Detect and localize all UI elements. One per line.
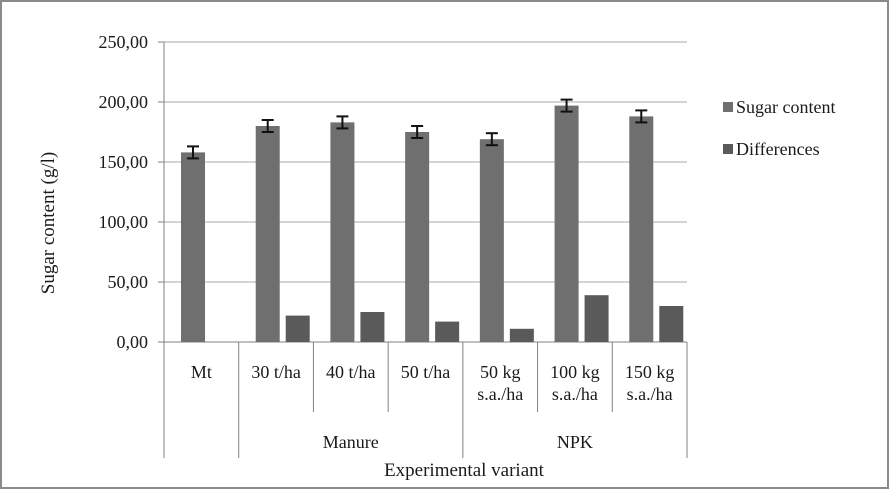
x-category-label: 50 kg (480, 362, 521, 382)
bar-sugar-content (554, 105, 579, 342)
y-tick-labels: 0,00 50,00 100,00 150,00 200,00 250,00 (99, 32, 149, 352)
bar-differences (659, 306, 684, 342)
legend-swatch-differences (723, 144, 733, 154)
legend-swatch-sugar-content (723, 102, 733, 112)
legend: Sugar content Differences (723, 97, 835, 159)
bar-differences (584, 295, 609, 342)
y-tick-label: 50,00 (108, 272, 149, 292)
bars (181, 105, 684, 343)
legend-label-differences: Differences (736, 139, 820, 159)
legend-label-sugar-content: Sugar content (736, 97, 835, 117)
y-axis-label: Sugar content (g/l) (38, 152, 59, 294)
x-axis-label: Experimental variant (384, 460, 545, 481)
bar-sugar-content (629, 116, 654, 343)
bar-sugar-content (405, 132, 430, 342)
bar-differences (435, 321, 460, 342)
bar-sugar-content (479, 139, 504, 342)
bar-differences (509, 328, 534, 342)
x-group-label: NPK (557, 432, 593, 452)
bar-differences (360, 312, 385, 342)
x-category-label: 40 t/ha (326, 362, 376, 382)
x-group-label: Manure (323, 432, 379, 452)
x-category-label: s.a./ha (627, 384, 673, 404)
y-tick-label: 250,00 (99, 32, 149, 52)
x-category-label: Mt (191, 362, 212, 382)
x-category-label: s.a./ha (552, 384, 598, 404)
y-tick-label: 0,00 (117, 332, 149, 352)
y-tick-label: 100,00 (99, 212, 149, 232)
x-category-label: s.a./ha (477, 384, 523, 404)
x-category-label: 30 t/ha (251, 362, 301, 382)
x-category-label: 150 kg (625, 362, 675, 382)
error-bars (187, 98, 648, 160)
bar-differences (285, 315, 310, 342)
y-tick-label: 200,00 (99, 92, 149, 112)
bar-sugar-content (330, 122, 355, 343)
x-category-label: 100 kg (550, 362, 600, 382)
bar-sugar-content (181, 152, 205, 342)
x-category-label: 50 t/ha (401, 362, 451, 382)
bar-sugar-content (255, 126, 280, 342)
y-tick-label: 150,00 (99, 152, 149, 172)
x-group-labels: Manure NPK (323, 432, 593, 452)
